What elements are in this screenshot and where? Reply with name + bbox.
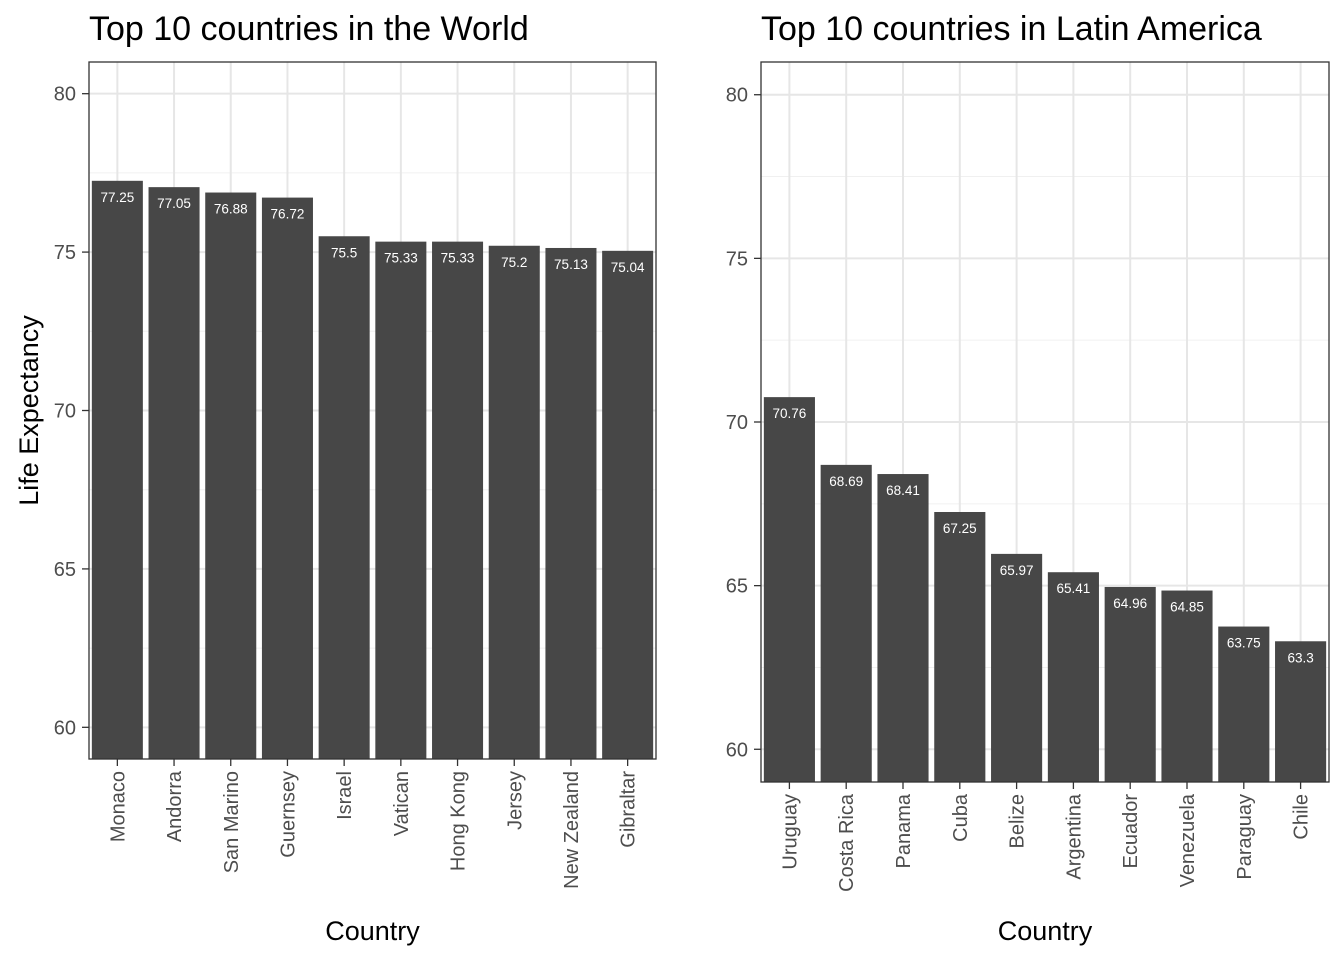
x-tick-label: Argentina [1063,793,1085,879]
x-tick-label: Uruguay [779,794,801,870]
bar-value-label: 77.25 [100,190,134,205]
bar-hong-kong [432,241,484,759]
bar-panama [877,474,929,782]
bar-value-label: 68.69 [829,474,863,489]
x-tick-label: Monaco [107,771,129,842]
bar-value-label: 76.72 [271,207,305,222]
chart-panel-2: 70.76 68.69 68.41 67.25 65.97 65.41 64.96 64.85… [726,10,1330,946]
x-tick-label: Gibraltar [618,771,640,848]
x-axis-label: Country [325,916,420,946]
bar-value-label: 75.5 [331,245,357,260]
bar-venezuela [1161,590,1213,782]
x-tick-label: Israel [334,771,356,820]
bar-value-label: 67.25 [943,521,977,536]
bar-value-label: 75.13 [554,257,588,272]
y-tick-label: 60 [54,717,76,739]
bar-gibraltar [602,250,654,759]
x-tick-label: Venezuela [1177,793,1199,887]
y-tick-label: 80 [54,84,76,106]
bar-belize [991,553,1043,782]
bar-value-label: 63.3 [1287,650,1313,665]
x-tick-label: Andorra [164,770,186,842]
bar-chile [1275,641,1327,782]
bar-costa-rica [820,464,872,782]
bar-value-label: 65.41 [1057,581,1091,596]
bar-uruguay [763,397,815,782]
bar-value-label: 75.33 [441,251,475,266]
x-tick-label: Paraguay [1234,794,1256,880]
x-tick-label: Vatican [391,771,413,836]
chart-title: Top 10 countries in the World [89,10,529,48]
bar-guernsey [261,197,313,760]
y-tick-label: 70 [54,401,76,423]
bar-jersey [488,245,540,760]
bar-value-label: 63.75 [1227,636,1261,651]
x-tick-label: Costa Rica [836,793,858,892]
x-tick-label: San Marino [221,771,243,873]
y-tick-label: 75 [726,248,748,270]
y-axis-label: Life Expectancy [14,315,44,506]
bar-value-label: 75.33 [384,251,418,266]
bar-value-label: 75.04 [611,260,645,275]
bar-paraguay [1218,626,1270,782]
bar-value-label: 76.88 [214,202,248,217]
x-tick-label: Jersey [504,771,526,830]
bar-value-label: 70.76 [773,406,807,421]
y-tick-label: 65 [726,576,748,598]
x-tick-label: Chile [1291,794,1313,840]
bar-value-label: 77.05 [157,196,191,211]
bar-andorra [148,187,200,759]
bar-value-label: 65.97 [1000,563,1034,578]
y-tick-label: 60 [726,739,748,761]
bar-israel [318,236,370,759]
x-tick-label: New Zealand [561,771,583,889]
chart-panel-1: 77.25 77.05 76.88 76.72 75.5 75.33 75.33 75.2 75… [14,10,657,946]
bar-value-label: 75.2 [501,255,527,270]
x-tick-label: Belize [1007,794,1029,848]
chart-title: Top 10 countries in Latin America [761,10,1262,48]
x-tick-label: Hong Kong [448,771,470,871]
bar-value-label: 64.96 [1113,596,1147,611]
y-tick-label: 75 [54,242,76,264]
y-tick-label: 65 [54,559,76,581]
bar-vatican [375,241,427,759]
bar-monaco [91,180,143,759]
x-tick-label: Ecuador [1120,794,1142,869]
x-tick-label: Panama [893,793,915,868]
bar-argentina [1047,572,1099,782]
x-tick-label: Guernsey [277,771,299,858]
bar-ecuador [1104,586,1156,782]
y-tick-label: 70 [726,412,748,434]
x-axis-label: Country [998,916,1093,946]
x-tick-label: Cuba [950,793,972,842]
bar-new-zealand [545,247,597,759]
bar-san-marino [205,192,257,759]
bar-value-label: 64.85 [1170,600,1204,615]
bar-cuba [934,512,986,782]
y-tick-label: 80 [726,85,748,107]
bar-value-label: 68.41 [886,483,920,498]
